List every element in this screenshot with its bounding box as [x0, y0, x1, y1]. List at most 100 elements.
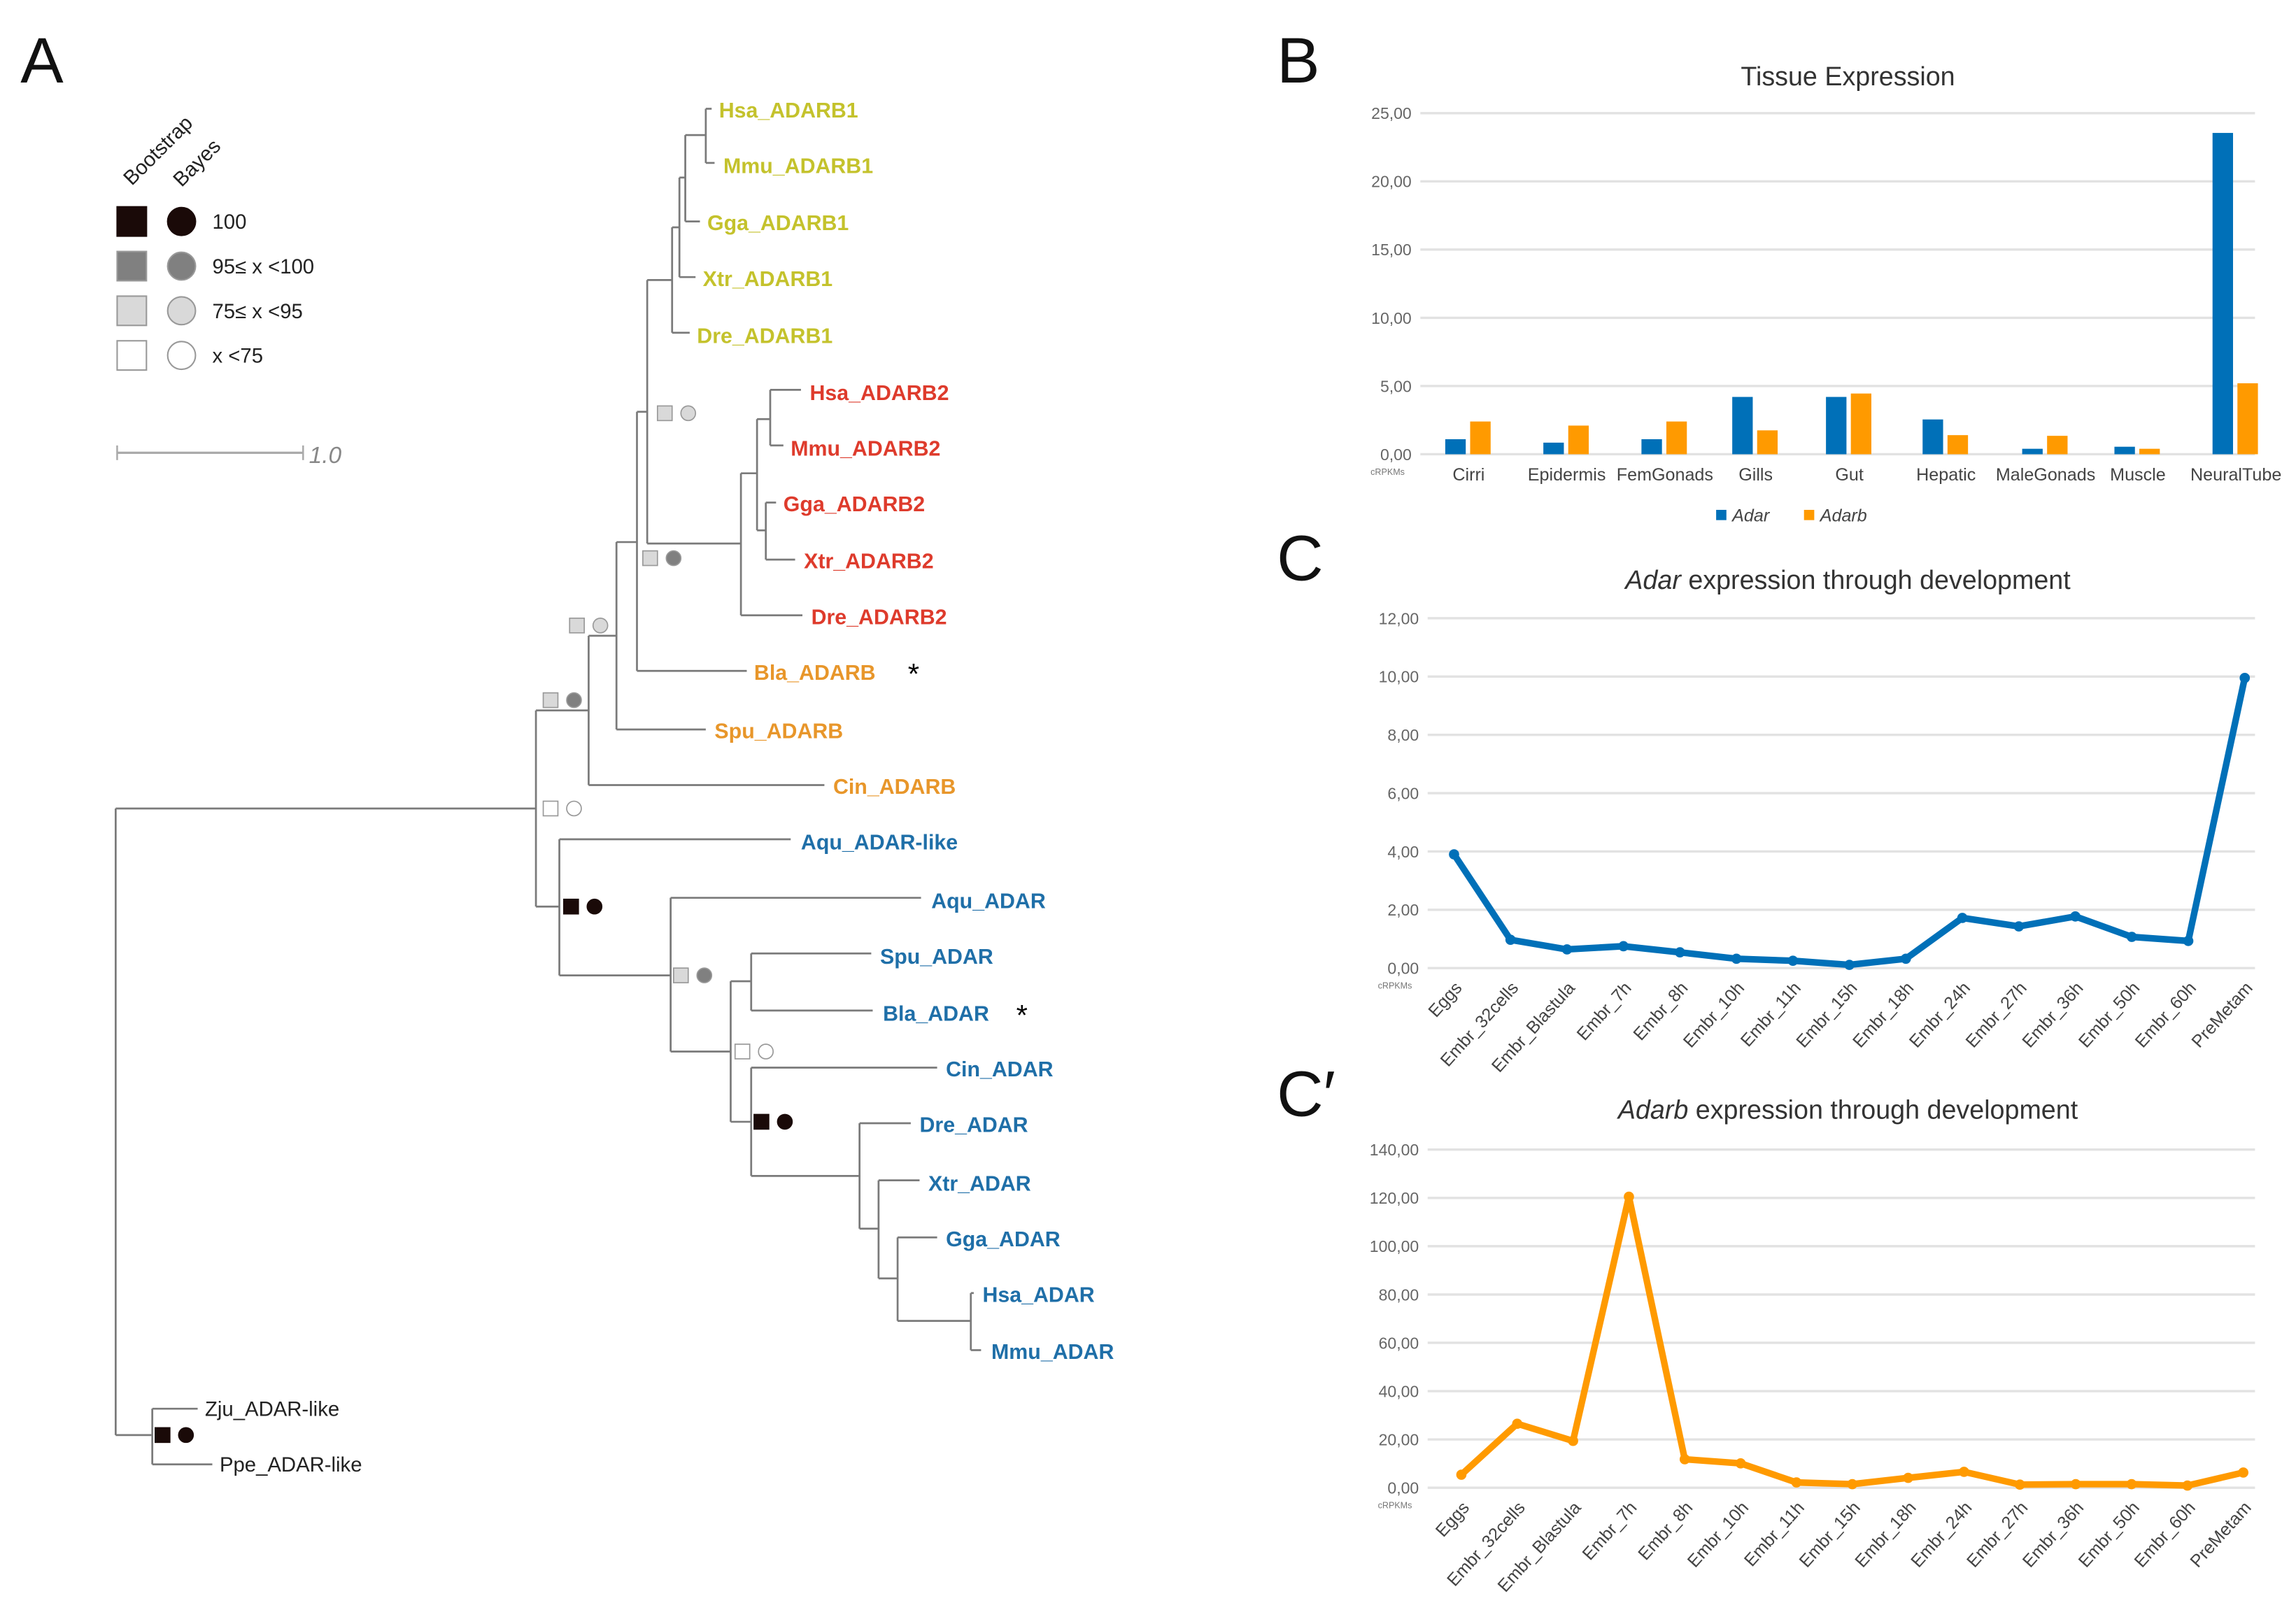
bootstrap-square-marker	[672, 967, 689, 983]
data-point-embr_36h	[2070, 911, 2081, 922]
y-tick-label: 4,00	[1387, 843, 1419, 861]
bootstrap-square-marker	[642, 550, 658, 567]
chart-title: Adarb expression through development	[1617, 1095, 2078, 1125]
tree-leaf-label: Aqu_ADAR	[931, 890, 1046, 913]
y-tick-label: 140,00	[1370, 1141, 1419, 1159]
y-tick-label: 10,00	[1371, 309, 1412, 327]
tree-leaf-label: Hsa_ADARB2	[809, 382, 949, 405]
bar-adarb-neuraltube	[2237, 383, 2258, 455]
data-point-embr_32cells	[1505, 934, 1516, 946]
bayes-circle-marker	[696, 967, 713, 983]
legend-bayes-swatch	[166, 296, 197, 326]
bayes-circle-marker	[178, 1427, 194, 1444]
bar-adar-neuraltube	[2212, 133, 2233, 455]
tree-leaf-label: Cin_ADARB	[833, 776, 956, 799]
tree-leaf-label: Bla_ADAR	[883, 1003, 989, 1026]
tree-leaf-label: Mmu_ADARB2	[791, 438, 940, 461]
data-point-embr_8h	[1675, 947, 1685, 957]
tree-leaf-label: Xtr_ADAR	[928, 1172, 1031, 1195]
data-point-embr_24h	[1959, 1467, 1969, 1477]
bootstrap-square-marker	[155, 1427, 171, 1444]
tree-leaf-label: Spu_ADARB	[714, 720, 843, 743]
data-point-eggs	[1449, 849, 1459, 860]
x-tick-label: Eggs	[1432, 1498, 1473, 1541]
x-tick-label: Embr_7h	[1573, 978, 1636, 1044]
x-tick-label: Gut	[1835, 465, 1863, 485]
x-tick-label: FemGonads	[1617, 465, 1713, 485]
tree-leaf-label: Aqu_ADAR-like	[801, 832, 958, 855]
panel-label-b: B	[1277, 24, 1319, 97]
data-point-embr_50h	[2126, 1479, 2137, 1490]
panel-label-a: A	[20, 24, 64, 97]
tissue-expression-chart: Tissue Expression 0,00 5,00 10,00 15,00 20,00…	[1370, 62, 2281, 526]
y-tick-label: 80,00	[1379, 1285, 1419, 1304]
data-point-embr_36h	[2070, 1479, 2081, 1490]
y-tick-label: 10,00	[1379, 668, 1419, 686]
bar-adar-malegonads	[2022, 448, 2043, 455]
bar-adar-epidermis	[1543, 442, 1564, 455]
bootstrap-square-marker	[563, 898, 579, 915]
x-tick-label: Gills	[1738, 465, 1773, 485]
star-marker: *	[1016, 999, 1028, 1032]
series-line	[1451, 677, 2248, 969]
legend-bayes-swatch	[166, 251, 197, 281]
data-point-embr_32cells	[1512, 1418, 1523, 1430]
bar-adarb-gut	[1850, 393, 1871, 455]
data-point-embr_18h	[1901, 953, 1911, 964]
data-point-embr_27h	[2014, 1479, 2025, 1490]
data-point-eggs	[1456, 1469, 1467, 1480]
tree-leaf-label: Xtr_ADARB2	[804, 550, 933, 574]
bootstrap-square-marker	[542, 800, 559, 817]
data-point-embr_60h	[2182, 1480, 2193, 1491]
scale-bar-label: 1.0	[309, 443, 342, 469]
tree-leaf-label: Dre_ADARB2	[812, 606, 947, 629]
y-axis-unit-label: cRPKMs	[1378, 1501, 1412, 1511]
y-axis-unit-label: cRPKMs	[1378, 981, 1412, 990]
bayes-circle-marker	[758, 1043, 774, 1060]
bayes-circle-marker	[665, 550, 682, 567]
y-tick-label: 20,00	[1379, 1431, 1419, 1449]
y-tick-label: 100,00	[1370, 1237, 1419, 1255]
bar-adar-gills	[1732, 397, 1753, 455]
data-point-embr_15h	[1844, 960, 1855, 970]
legend-swatch-adarb	[1804, 510, 1815, 520]
tree-leaf-label: Dre_ADARB1	[697, 325, 832, 348]
data-point-embr_15h	[1847, 1479, 1858, 1490]
tree-leaf-label: Cin_ADAR	[946, 1058, 1053, 1081]
phylogenetic-tree: Hsa_ADARB1 Mmu_ADARB1 Gga_ADARB1 Xtr_ADARB1…	[114, 99, 1114, 1476]
y-tick-label: 12,00	[1379, 609, 1419, 627]
tree-leaf-label: Mmu_ADARB1	[723, 155, 873, 178]
y-tick-label: 25,00	[1371, 104, 1412, 122]
y-tick-label: 15,00	[1371, 241, 1412, 259]
bayes-circle-marker	[592, 618, 609, 634]
tree-leaf-label: Hsa_ADAR	[982, 1283, 1094, 1306]
tree-leaf-label: Mmu_ADAR	[991, 1341, 1114, 1364]
tree-leaf-label: Gga_ADARB1	[707, 212, 849, 235]
bar-adar-cirri	[1445, 439, 1466, 455]
data-point-embr_10h	[1731, 953, 1742, 964]
tree-leaf-label: Bla_ADARB	[754, 662, 876, 685]
data-point-embr_7h	[1624, 1191, 1634, 1202]
tree-leaf-label: Ppe_ADAR-like	[220, 1453, 362, 1476]
x-tick-label: Cirri	[1452, 465, 1484, 485]
data-point-embr_50h	[2126, 932, 2137, 942]
legend-level-label: x <75	[213, 345, 263, 368]
legend-bootstrap-swatch	[116, 206, 148, 237]
data-point-embr_11h	[1791, 1477, 1802, 1488]
data-point-premetam	[2239, 673, 2251, 683]
data-point-embr_18h	[1903, 1472, 1913, 1483]
star-marker: *	[908, 657, 919, 690]
y-tick-label: 8,00	[1387, 726, 1419, 744]
x-tick-label: MaleGonads	[1996, 465, 2095, 485]
data-point-premetam	[2238, 1467, 2248, 1478]
bootstrap-square-marker	[542, 692, 559, 708]
bayes-circle-marker	[680, 405, 697, 422]
tree-leaf-label: Dre_ADAR	[919, 1114, 1028, 1137]
legend-label-adar: Adar	[1731, 506, 1771, 526]
tree-leaf-label: Hsa_ADARB1	[719, 99, 858, 122]
x-tick-label: Epidermis	[1528, 465, 1606, 485]
bootstrap-square-marker	[656, 405, 673, 422]
data-point-embr_8h	[1679, 1454, 1690, 1465]
y-axis-unit-label: cRPKMs	[1370, 467, 1405, 477]
y-tick-label: 0,00	[1387, 960, 1419, 978]
